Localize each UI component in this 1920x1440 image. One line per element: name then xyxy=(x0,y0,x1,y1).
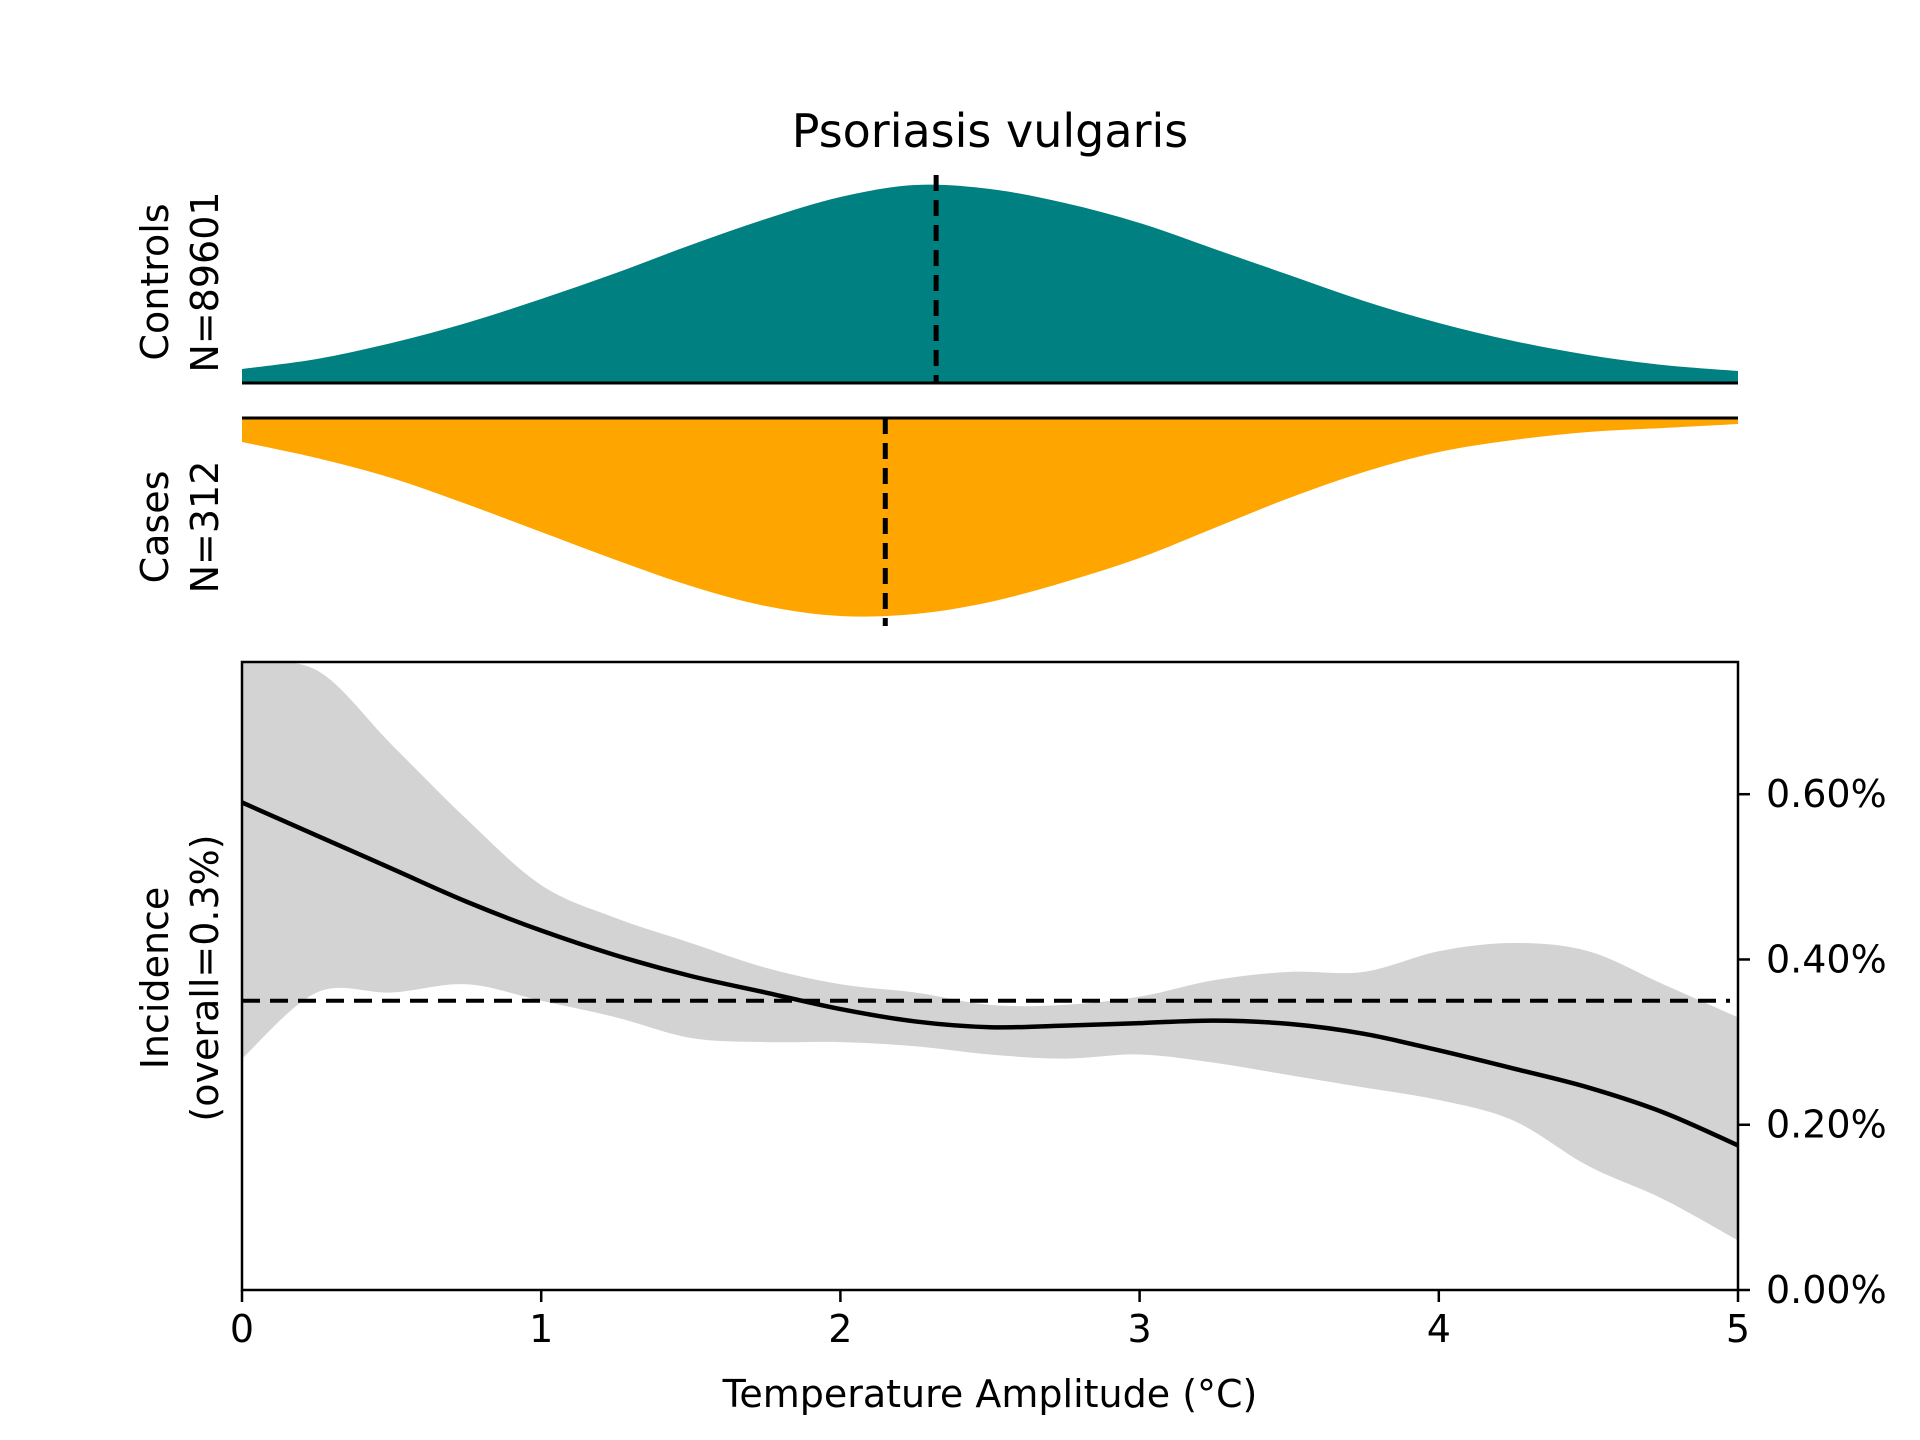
y-tick-label: 0.40% xyxy=(1766,937,1887,981)
y-axis-label-line1: Incidence xyxy=(133,887,177,1070)
x-tick-label: 4 xyxy=(1427,1307,1451,1351)
cases-density-panel: Cases N=312 xyxy=(133,416,1738,626)
x-axis-ticks: 0 1 2 3 4 5 xyxy=(230,1290,1750,1351)
x-tick-label: 3 xyxy=(1128,1307,1152,1351)
x-tick-label: 1 xyxy=(529,1307,553,1351)
x-tick-label: 0 xyxy=(230,1307,254,1351)
y-tick-label: 0.00% xyxy=(1766,1268,1887,1312)
controls-label-line2: N=89601 xyxy=(183,191,227,372)
controls-density-area xyxy=(242,184,1738,383)
controls-label-line1: Controls xyxy=(133,203,177,360)
cases-label-line1: Cases xyxy=(133,471,177,584)
y-tick-label: 0.60% xyxy=(1766,772,1887,816)
x-axis-label: Temperature Amplitude (°C) xyxy=(722,1372,1258,1416)
y-tick-label: 0.20% xyxy=(1766,1103,1887,1147)
cases-label-line2: N=312 xyxy=(183,461,227,594)
confidence-band xyxy=(242,661,1738,1241)
incidence-plot-frame xyxy=(240,660,1740,1292)
x-tick-label: 5 xyxy=(1726,1307,1750,1351)
y-axis-label-line2: (overall=0.3%) xyxy=(183,834,227,1121)
controls-density-panel: Controls N=89601 xyxy=(133,175,1738,385)
incidence-panel: 0 1 2 3 4 5 0.00% 0.20% 0.40% 0.60% Temperature … xyxy=(133,660,1887,1416)
y-axis-ticks: 0.00% 0.20% 0.40% 0.60% xyxy=(1738,772,1887,1312)
cases-density-area xyxy=(242,418,1738,617)
chart-title: Psoriasis vulgaris xyxy=(792,104,1188,158)
incidence-curve xyxy=(241,800,1739,1148)
x-tick-label: 2 xyxy=(828,1307,852,1351)
